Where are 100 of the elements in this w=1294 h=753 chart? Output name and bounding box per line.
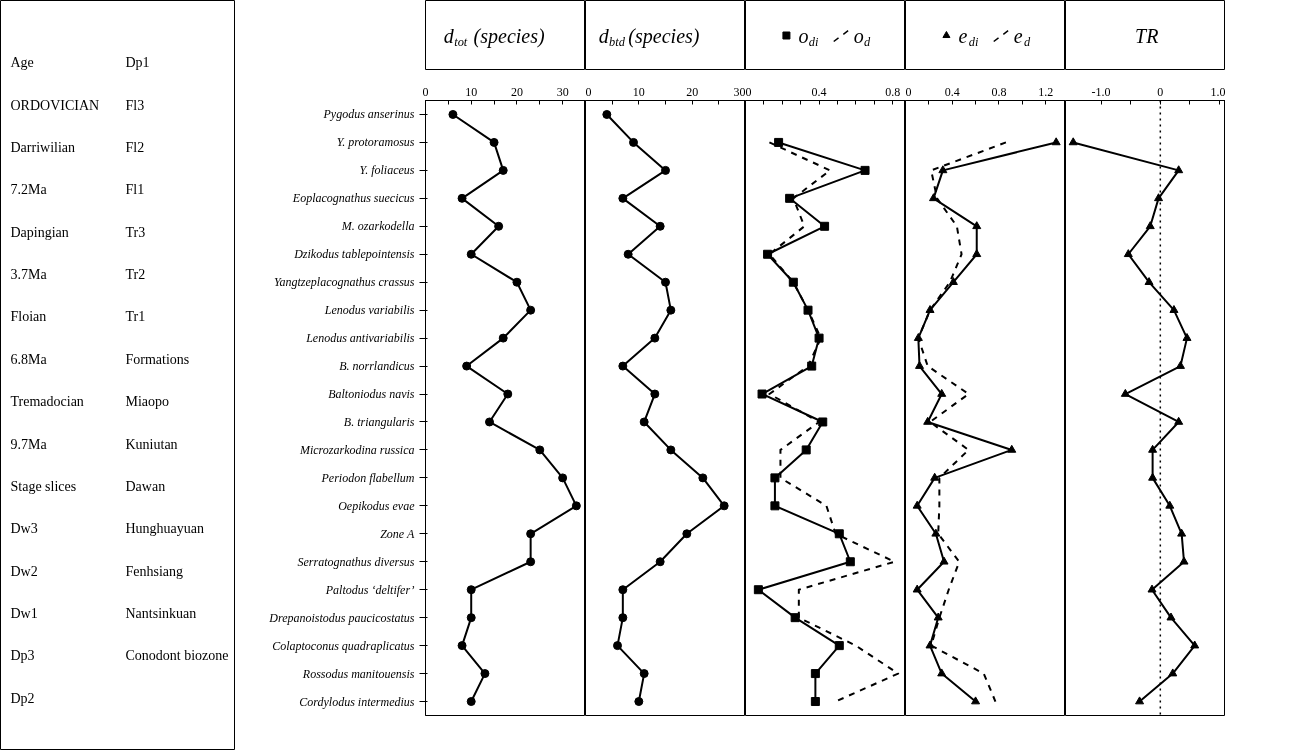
y-tick-label: Baltoniodus navis [328,387,415,402]
point [650,389,660,399]
point [634,697,644,707]
point [526,305,536,315]
x-tick-label: 1.0 [1210,84,1226,99]
text: Kuniutan [125,436,178,452]
y-tick-label: Colaptoconus quadraplicatus [272,638,415,653]
point [448,109,458,119]
y-tick-label: Paltodus ‘deltifer’ [324,582,415,597]
point [933,612,943,621]
y-tick-label: Serratognathus diversus [297,554,415,569]
point [1165,500,1175,509]
point [618,585,628,595]
y-tick-label: M. ozarkodella [340,219,415,234]
point [912,584,922,593]
point [526,557,536,567]
point [971,696,981,705]
point [618,613,628,623]
point [912,500,922,509]
point [820,221,830,231]
point [629,137,638,147]
point [948,277,958,286]
point [925,640,935,649]
text: Formations [125,351,190,367]
text: Age [10,55,34,71]
x-tick-label: 20 [510,84,523,99]
point [1182,332,1192,341]
point [810,697,820,707]
point [485,417,494,427]
point [682,529,692,539]
y-tick-label: Y. foliaceus [359,163,415,178]
point [535,445,545,455]
text: Fenhsiang [125,563,184,579]
y-tick-label: B. triangularis [343,414,415,429]
point [1174,165,1184,174]
text: 3.7Ma [10,267,48,283]
point [498,333,508,343]
point [666,445,676,455]
point [618,193,628,203]
y-tick-label: Rossodus manitouensis [301,666,415,681]
text: Dp1 [125,55,150,71]
text: Dw1 [10,605,38,621]
point [770,501,780,511]
x-tick-label: 30 [733,84,746,99]
point [466,697,476,707]
point [1174,416,1184,425]
y-tick-label: Y. protoramosus [336,135,415,150]
point [666,305,676,315]
point [1168,668,1178,677]
x-tick-label: 30 [556,84,569,99]
y-tick-label: Eoplacognathus suecicus [291,191,415,206]
point [1051,137,1061,146]
point [1123,249,1133,258]
point [613,641,622,651]
text: 6.8Ma [10,351,48,367]
y-tick-label: Lenodus antivariabilis [305,331,415,346]
x-tick-label: 0.4 [811,84,827,99]
point [503,389,513,399]
text: Dw3 [10,521,38,537]
point [923,416,933,425]
point [931,528,941,537]
point [818,417,828,427]
point [763,249,773,259]
point [757,389,767,399]
point [558,473,568,483]
point [494,221,504,231]
y-tick-label: Cordylodus intermedius [299,694,415,709]
point [623,249,633,259]
point [618,361,628,371]
point [655,557,665,567]
point [860,165,870,175]
text: Fl3 [125,97,145,113]
point [753,585,763,595]
x-tick-label: 0.8 [885,84,901,99]
x-tick-label: 10 [632,84,645,99]
point [457,193,467,203]
y-tick-label: Yangtzeplacognathus crassus [273,275,415,290]
point [512,277,522,287]
point [1166,612,1176,621]
y-tick-label: Drepanoistodus paucicostatus [268,610,415,625]
y-tick-label: Dzikodus tablepointensis [293,247,415,262]
point [639,417,649,427]
point [1148,472,1158,481]
y-tick-label: Zone A [380,526,415,541]
x-tick-label: 0.4 [944,84,960,99]
x-tick-label: 0 [422,84,429,99]
point [938,165,948,174]
y-tick-label: Oepikodus evae [338,498,416,513]
x-tick-label: 0 [1157,84,1164,99]
text: 7.2Ma [10,182,48,198]
point [774,137,784,147]
x-tick-label: 0.8 [991,84,1007,99]
point [925,305,935,313]
point [814,333,824,343]
y-tick-label: Periodon flabellum [320,470,415,485]
point [498,165,508,175]
point [462,361,472,371]
text: Dw2 [10,563,38,579]
point [526,529,536,539]
point [1007,444,1017,453]
